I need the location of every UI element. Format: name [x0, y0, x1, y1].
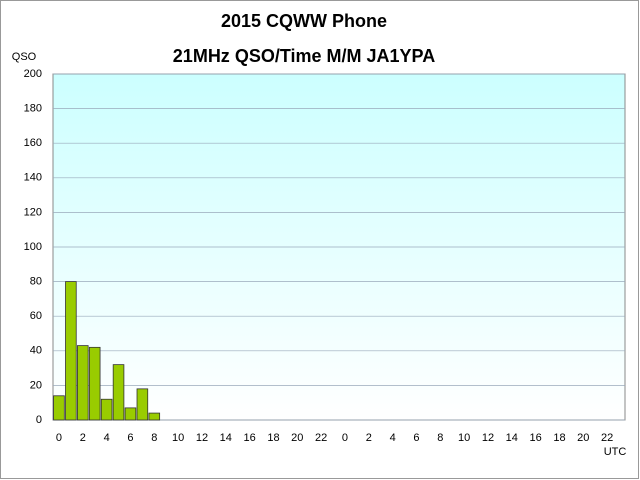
x-tick-label: 16 — [530, 432, 542, 444]
chart-subtitle: 21MHz QSO/Time M/M JA1YPA — [173, 46, 435, 66]
bar — [77, 345, 89, 421]
x-tick-label: 14 — [506, 432, 518, 444]
x-tick-label: 12 — [482, 432, 494, 444]
bar — [148, 412, 161, 421]
y-tick-label: 140 — [24, 172, 42, 184]
y-tick-label: 0 — [36, 414, 42, 426]
x-tick-label: 20 — [291, 432, 303, 444]
bar — [88, 346, 101, 421]
bar — [124, 407, 137, 421]
x-tick-label: 20 — [577, 432, 589, 444]
y-tick-label: 200 — [24, 68, 42, 80]
x-tick-label: 4 — [104, 432, 110, 444]
x-tick-label: 18 — [267, 432, 279, 444]
x-tick-label: 6 — [413, 432, 419, 444]
x-tick-label: 22 — [601, 432, 613, 444]
x-tick-label: 8 — [437, 432, 443, 444]
x-tick-label: 6 — [127, 432, 133, 444]
x-tick-label: 8 — [151, 432, 157, 444]
y-tick-label: 100 — [24, 241, 42, 253]
y-tick-label: 60 — [30, 310, 42, 322]
bar — [112, 364, 125, 421]
x-tick-label: 10 — [458, 432, 470, 444]
x-tick-label: 22 — [315, 432, 327, 444]
y-tick-label: 160 — [24, 137, 42, 149]
x-tick-label: 18 — [553, 432, 565, 444]
x-tick-label: 0 — [56, 432, 62, 444]
x-tick-label: 2 — [366, 432, 372, 444]
x-tick-label: 14 — [220, 432, 232, 444]
y-axis-label: QSO — [12, 51, 37, 63]
y-tick-label: 180 — [24, 103, 42, 115]
bar — [136, 388, 149, 421]
x-tick-label: 12 — [196, 432, 208, 444]
x-tick-label: 0 — [342, 432, 348, 444]
bar — [65, 281, 77, 421]
bar — [100, 398, 113, 421]
bar — [53, 395, 65, 421]
y-tick-label: 80 — [30, 276, 42, 288]
x-tick-label: 4 — [390, 432, 396, 444]
chart-title: 2015 CQWW Phone — [221, 11, 387, 31]
y-tick-label: 20 — [30, 379, 42, 391]
x-axis-label: UTC — [604, 446, 627, 458]
x-tick-label: 16 — [244, 432, 256, 444]
x-tick-label: 10 — [172, 432, 184, 444]
y-tick-label: 40 — [30, 345, 42, 357]
x-tick-label: 2 — [80, 432, 86, 444]
y-tick-label: 120 — [24, 206, 42, 218]
